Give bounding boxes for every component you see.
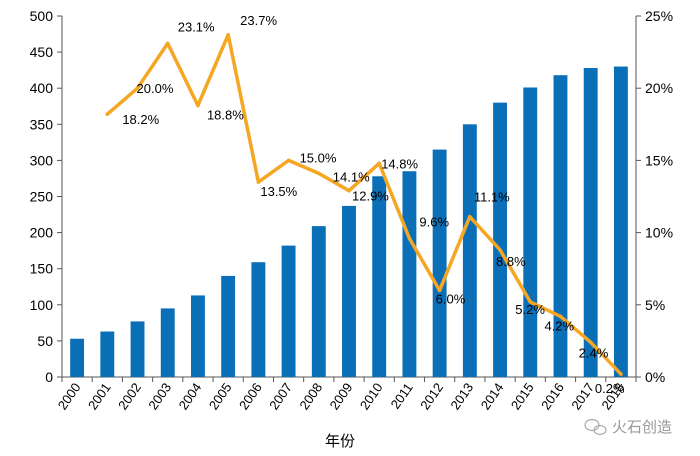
bar xyxy=(160,308,175,377)
left-tick-label: 450 xyxy=(30,44,54,60)
x-tick-label: 2016 xyxy=(538,380,567,412)
growth-data-label: 14.8% xyxy=(381,156,418,171)
left-tick-label: 300 xyxy=(30,152,54,168)
bar xyxy=(130,321,145,377)
x-tick-label: 2015 xyxy=(508,380,537,412)
left-tick-label: 100 xyxy=(30,297,54,313)
growth-data-label: 18.2% xyxy=(122,112,159,127)
wechat-icon xyxy=(584,418,607,436)
x-tick-label: 2000 xyxy=(55,380,84,412)
bar xyxy=(493,102,508,377)
bar xyxy=(583,67,598,377)
bar xyxy=(342,205,356,377)
x-tick-label: 2007 xyxy=(266,380,295,412)
growth-data-label: 23.7% xyxy=(240,13,277,28)
growth-data-label: 12.9% xyxy=(352,189,389,204)
growth-data-label: 11.1% xyxy=(474,190,510,205)
bar xyxy=(251,262,266,377)
growth-data-label: 0.2% xyxy=(595,381,625,396)
growth-point xyxy=(165,41,170,46)
growth-point xyxy=(528,300,533,304)
left-tick-label: 350 xyxy=(30,116,54,132)
right-tick-label: 0% xyxy=(645,369,665,385)
watermark: 火石创造 xyxy=(584,418,672,436)
watermark-text: 火石创造 xyxy=(612,418,672,436)
bar xyxy=(100,331,115,377)
growth-line xyxy=(105,33,623,376)
growth-data-label: 8.8% xyxy=(496,254,526,269)
growth-data-label: 9.6% xyxy=(419,214,449,229)
bar xyxy=(221,275,236,377)
right-tick-label: 20% xyxy=(645,80,673,96)
growth-point xyxy=(377,161,382,166)
growth-point xyxy=(558,314,563,319)
bar xyxy=(281,245,296,377)
x-tick-label: 2009 xyxy=(327,380,356,412)
growth-point xyxy=(196,103,200,108)
growth-data-label: 6.0% xyxy=(436,291,466,306)
x-tick-label: 2017 xyxy=(568,380,597,412)
growth-data-label: 14.1% xyxy=(333,169,370,184)
left-tick-label: 250 xyxy=(30,189,54,205)
right-tick-label: 10% xyxy=(645,225,673,241)
growth-point xyxy=(105,112,110,116)
x-tick-label: 2010 xyxy=(357,380,386,412)
growth-line-series xyxy=(105,32,623,376)
left-tick-label: 200 xyxy=(30,225,54,241)
bar xyxy=(190,295,205,377)
left-tick-label: 0 xyxy=(45,369,53,385)
growth-data-label: 15.0% xyxy=(300,150,337,165)
x-tick-label: 2004 xyxy=(176,380,205,412)
growth-data-label: 20.0% xyxy=(137,81,174,96)
x-tick-label: 2008 xyxy=(296,380,325,412)
x-tick-label: 2002 xyxy=(115,380,144,412)
growth-point xyxy=(588,340,593,345)
right-tick-label: 15% xyxy=(645,152,673,168)
bar xyxy=(553,75,568,377)
right-tick-label: 5% xyxy=(645,297,665,313)
bar xyxy=(462,124,477,377)
growth-point xyxy=(316,171,321,176)
growth-point xyxy=(619,372,623,376)
growth-data-label: 13.5% xyxy=(260,184,297,199)
growth-data-label: 2.4% xyxy=(579,345,609,360)
x-tick-label: 2012 xyxy=(417,380,446,412)
right-tick-label: 25% xyxy=(645,8,673,24)
data-labels: 18.2% 20.0% 23.1% 18.8% 23.7% 13.5% 15.0% 14.1%… xyxy=(122,13,625,396)
growth-data-label: 18.8% xyxy=(207,108,244,123)
growth-point xyxy=(407,236,412,241)
growth-point xyxy=(256,180,261,184)
left-tick-label: 150 xyxy=(30,261,54,277)
bar-series xyxy=(70,66,628,377)
growth-data-label: 5.2% xyxy=(515,302,545,317)
growth-point xyxy=(347,188,351,193)
growth-point xyxy=(135,86,140,90)
growth-point xyxy=(286,158,291,163)
bar xyxy=(613,66,628,377)
x-tick-label: 2013 xyxy=(447,380,476,412)
left-tick-label: 500 xyxy=(30,8,54,24)
growth-point xyxy=(498,248,502,252)
bar xyxy=(70,338,85,377)
bar xyxy=(372,176,387,377)
left-tick-label: 400 xyxy=(30,80,54,96)
growth-point xyxy=(468,214,472,219)
bar xyxy=(311,226,326,377)
x-axis-title: 年份 xyxy=(325,432,355,450)
x-tick-label: 2001 xyxy=(85,380,114,412)
x-tick-label: 2005 xyxy=(206,380,235,412)
bar xyxy=(523,87,538,377)
x-tick-label: 2011 xyxy=(388,380,416,412)
growth-data-label: 4.2% xyxy=(544,318,574,333)
bar xyxy=(402,171,417,377)
growth-point xyxy=(437,288,442,293)
bar xyxy=(432,149,447,377)
left-tick-label: 50 xyxy=(37,333,53,349)
growth-data-label: 23.1% xyxy=(178,19,215,34)
x-tick-label: 2003 xyxy=(145,380,174,412)
x-tick-label: 2014 xyxy=(478,380,507,412)
growth-point xyxy=(226,32,230,37)
x-tick-label: 2006 xyxy=(236,380,265,412)
